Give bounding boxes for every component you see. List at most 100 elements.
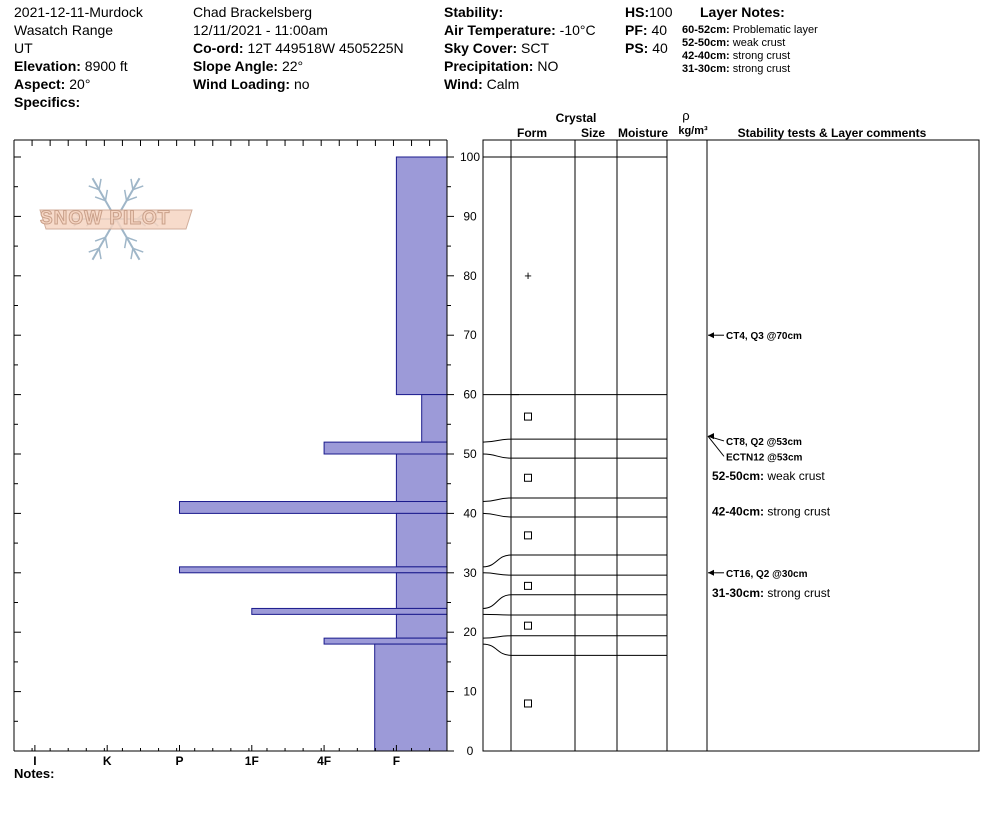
layer-comment-range: 42-40cm: (712, 505, 767, 519)
comment-arrowhead (708, 569, 714, 576)
elevation-label: Elevation: (14, 58, 81, 74)
precip-value: NO (537, 58, 559, 74)
layer-note: 60-52cm: Problematic layer (682, 24, 818, 37)
snowflake-branch (98, 178, 102, 190)
hardness-bar (395, 453, 448, 503)
hs-row: HS:100 (625, 3, 672, 21)
snowflake-logo-icon (39, 177, 193, 261)
form-symbol-square (524, 621, 532, 630)
precip-label: Precipitation: (444, 58, 534, 74)
stability-label: Stability: (444, 4, 504, 20)
depth-tick-label: 90 (463, 209, 477, 223)
crystal-header: Crystal (556, 111, 597, 125)
layer-note: 52-50cm: weak crust (682, 37, 818, 50)
slope-value: 22° (281, 58, 304, 74)
precip-row: Precipitation: NO (444, 57, 596, 75)
layer-comments: CT4, Q3 @70cm CT8, Q2 @53cm ECTN12 @53cm 52… (707, 331, 831, 600)
hardness-tick-label: 4F (317, 754, 331, 768)
layer-note-text: strong crust (732, 50, 791, 62)
aspect-value: 20° (69, 76, 91, 92)
hardness-tick-label: I (33, 754, 36, 768)
layer-comment-label: 52-50cm: weak crust (712, 469, 825, 483)
air-temp-value: -10°C (559, 22, 596, 38)
depth-tick-label: 0 (467, 744, 474, 758)
hardness-tick-label: K (103, 754, 112, 768)
hardness-bars (178, 156, 448, 752)
form-symbol-square (524, 531, 532, 540)
snowflake-branch (88, 247, 100, 253)
stability-test-label: ECTN12 @53cm (726, 452, 803, 463)
ps-row: PS: 40 (625, 39, 672, 57)
layer-notes-title: Layer Notes: (700, 3, 785, 21)
depth-tick-label: 10 (463, 685, 477, 699)
depth-tick-label: 60 (463, 388, 477, 402)
layer-note-range: 52-50cm: (682, 37, 730, 49)
hardness-bar (178, 501, 448, 514)
comment-arrow-line (707, 435, 725, 457)
pf-label: PF: (625, 22, 648, 38)
hs-value: 100 (649, 4, 673, 20)
observation-datetime: 12/11/2021 - 11:00am (193, 22, 328, 38)
hardness-bar (374, 643, 448, 752)
depth-tick-label: 40 (463, 506, 477, 520)
ps-value: 40 (652, 40, 668, 56)
layer-notes-list: 60-52cm: Problematic layer 52-50cm: weak… (682, 24, 818, 76)
state-name: UT (14, 40, 33, 56)
form-symbol-square (524, 412, 532, 421)
layer-boundary (482, 438, 667, 443)
range-name: Wasatch Range (14, 22, 114, 38)
slope-label: Slope Angle: (193, 58, 279, 74)
stability-row: Stability: (444, 3, 596, 21)
form-header: Form (517, 126, 547, 140)
comments-header: Stability tests & Layer comments (738, 126, 927, 140)
layer-comment-text: strong crust (767, 586, 830, 600)
comment-arrowhead (708, 332, 714, 339)
moisture-header: Moisture (618, 126, 668, 140)
depth-tick-label: 70 (463, 328, 477, 342)
coord-label: Co-ord: (193, 40, 244, 56)
density-symbol: ρ (682, 108, 689, 123)
snowflake-branch (123, 189, 128, 201)
stability-test-label: CT4, Q3 @70cm (726, 331, 802, 342)
snowflake-branch (104, 189, 109, 201)
elevation-value: 8900 ft (84, 58, 128, 74)
hardness-tick-label: F (393, 754, 400, 768)
layer-comment-label: 31-30cm: strong crust (712, 586, 831, 600)
header-observer-info: Chad Brackelsberg 12/11/2021 - 11:00am C… (193, 3, 404, 93)
form-symbols: + (524, 268, 532, 708)
snowflake-branch (132, 185, 144, 191)
hardness-bar (421, 394, 448, 443)
depth-tick-label: 50 (463, 447, 477, 461)
slope-row: Slope Angle: 22° (193, 57, 404, 75)
form-symbol-square (524, 699, 532, 708)
depth-tick-label: 80 (463, 269, 477, 283)
hardness-tick-label: P (175, 754, 183, 768)
layer-boundary (482, 643, 667, 656)
layer-comment-label: 42-40cm: strong crust (712, 505, 831, 519)
column-headers: Crystal Form Size Moisture ρ kg/m³ Stability t… (517, 108, 927, 140)
depth-axis: 0 10 20 30 40 50 60 70 80 90 100 (14, 150, 480, 758)
pf-row: PF: 40 (625, 21, 672, 39)
hardness-bar (323, 637, 448, 645)
snowflake-branch (130, 178, 134, 190)
layer-note-text: Problematic layer (732, 24, 818, 36)
layer-notes-title-text: Layer Notes: (700, 4, 785, 20)
wind-label: Wind: (444, 76, 483, 92)
snowpilot-logo-text: SNOW PILOT (39, 208, 171, 230)
layer-boundary (482, 554, 667, 568)
snowflake-branch (98, 248, 102, 260)
coord-value: 12T 449518W 4505225N (247, 40, 404, 56)
elevation-row: Elevation: 8900 ft (14, 57, 143, 75)
wind-loading-label: Wind Loading: (193, 76, 291, 92)
snowflake-branch (88, 185, 100, 191)
layer-note-text: strong crust (732, 63, 791, 75)
hardness-axis: I K P 1F 4F F (13, 745, 431, 768)
layer-comment-text: strong crust (767, 505, 830, 519)
size-header: Size (581, 126, 605, 140)
observer-name: Chad Brackelsberg (193, 4, 313, 20)
layer-comment-text: weak crust (766, 469, 825, 483)
hardness-bar (251, 607, 448, 615)
coord-row: Co-ord: 12T 449518W 4505225N (193, 39, 404, 57)
snowflake-branch (126, 236, 138, 242)
